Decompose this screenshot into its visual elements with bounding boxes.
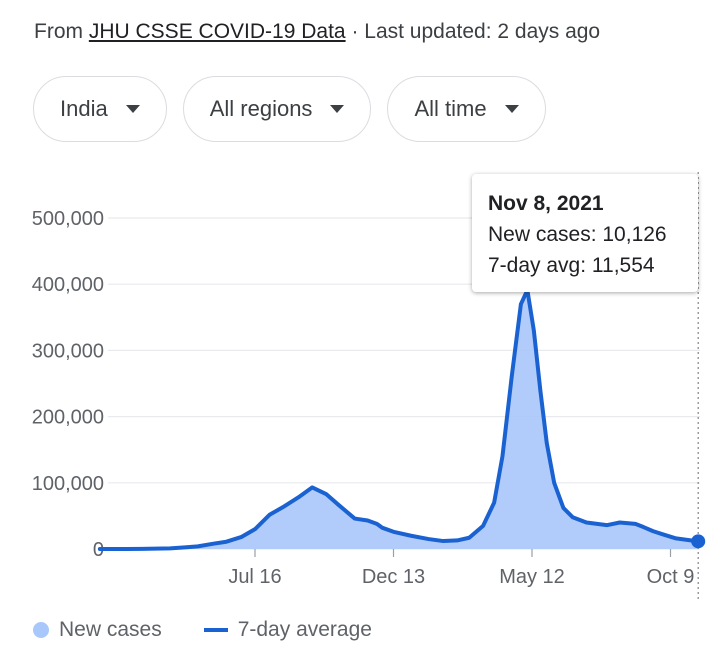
new-cases-legend-swatch xyxy=(33,622,49,638)
caret-down-icon xyxy=(125,105,140,113)
region-dropdown[interactable]: All regions xyxy=(182,76,372,142)
y-tick-label: 100,000 xyxy=(32,473,104,495)
source-line: From JHU CSSE COVID-19 Data · Last updat… xyxy=(34,20,600,44)
y-tick-label: 200,000 xyxy=(32,407,104,429)
source-link[interactable]: JHU CSSE COVID-19 Data xyxy=(88,20,346,43)
last-updated: · Last updated: 2 days ago xyxy=(351,20,601,43)
caret-down-icon xyxy=(330,105,345,113)
region-dropdown-label: All regions xyxy=(209,96,313,121)
cases-chart[interactable]: 0100,000200,000300,000400,000500,000Jul … xyxy=(0,0,722,610)
country-dropdown-label: India xyxy=(60,96,108,121)
tooltip-date: Nov 8, 2021 xyxy=(488,192,604,215)
tooltip-avg: 7-day avg: 11,554 xyxy=(488,254,655,277)
hover-point xyxy=(691,534,706,549)
time-range-dropdown[interactable]: All time xyxy=(387,76,546,142)
filter-bar: India All regions All time xyxy=(33,76,546,142)
chart-tooltip: Nov 8, 2021 New cases: 10,126 7-day avg:… xyxy=(472,174,698,292)
x-tick-label: Oct 9 xyxy=(647,566,695,588)
new-cases-area xyxy=(99,290,699,549)
caret-down-icon xyxy=(504,105,519,113)
source-prefix: From xyxy=(34,20,83,43)
x-tick-label: Jul 16 xyxy=(228,566,281,588)
y-tick-label: 300,000 xyxy=(32,340,104,362)
new-cases-legend-label: New cases xyxy=(59,618,162,641)
avg-legend-swatch xyxy=(203,628,228,632)
chart-legend: New cases 7-day average xyxy=(33,618,372,642)
y-tick-label: 500,000 xyxy=(32,208,104,230)
time-range-dropdown-label: All time xyxy=(414,96,487,121)
x-tick-label: May 12 xyxy=(499,566,565,588)
x-tick-label: Dec 13 xyxy=(362,566,425,588)
avg-legend-label: 7-day average xyxy=(237,618,372,641)
y-tick-label: 400,000 xyxy=(32,274,104,296)
tooltip-new-cases: New cases: 10,126 xyxy=(488,223,667,246)
country-dropdown[interactable]: India xyxy=(33,76,167,142)
seven-day-average-line xyxy=(97,288,701,551)
